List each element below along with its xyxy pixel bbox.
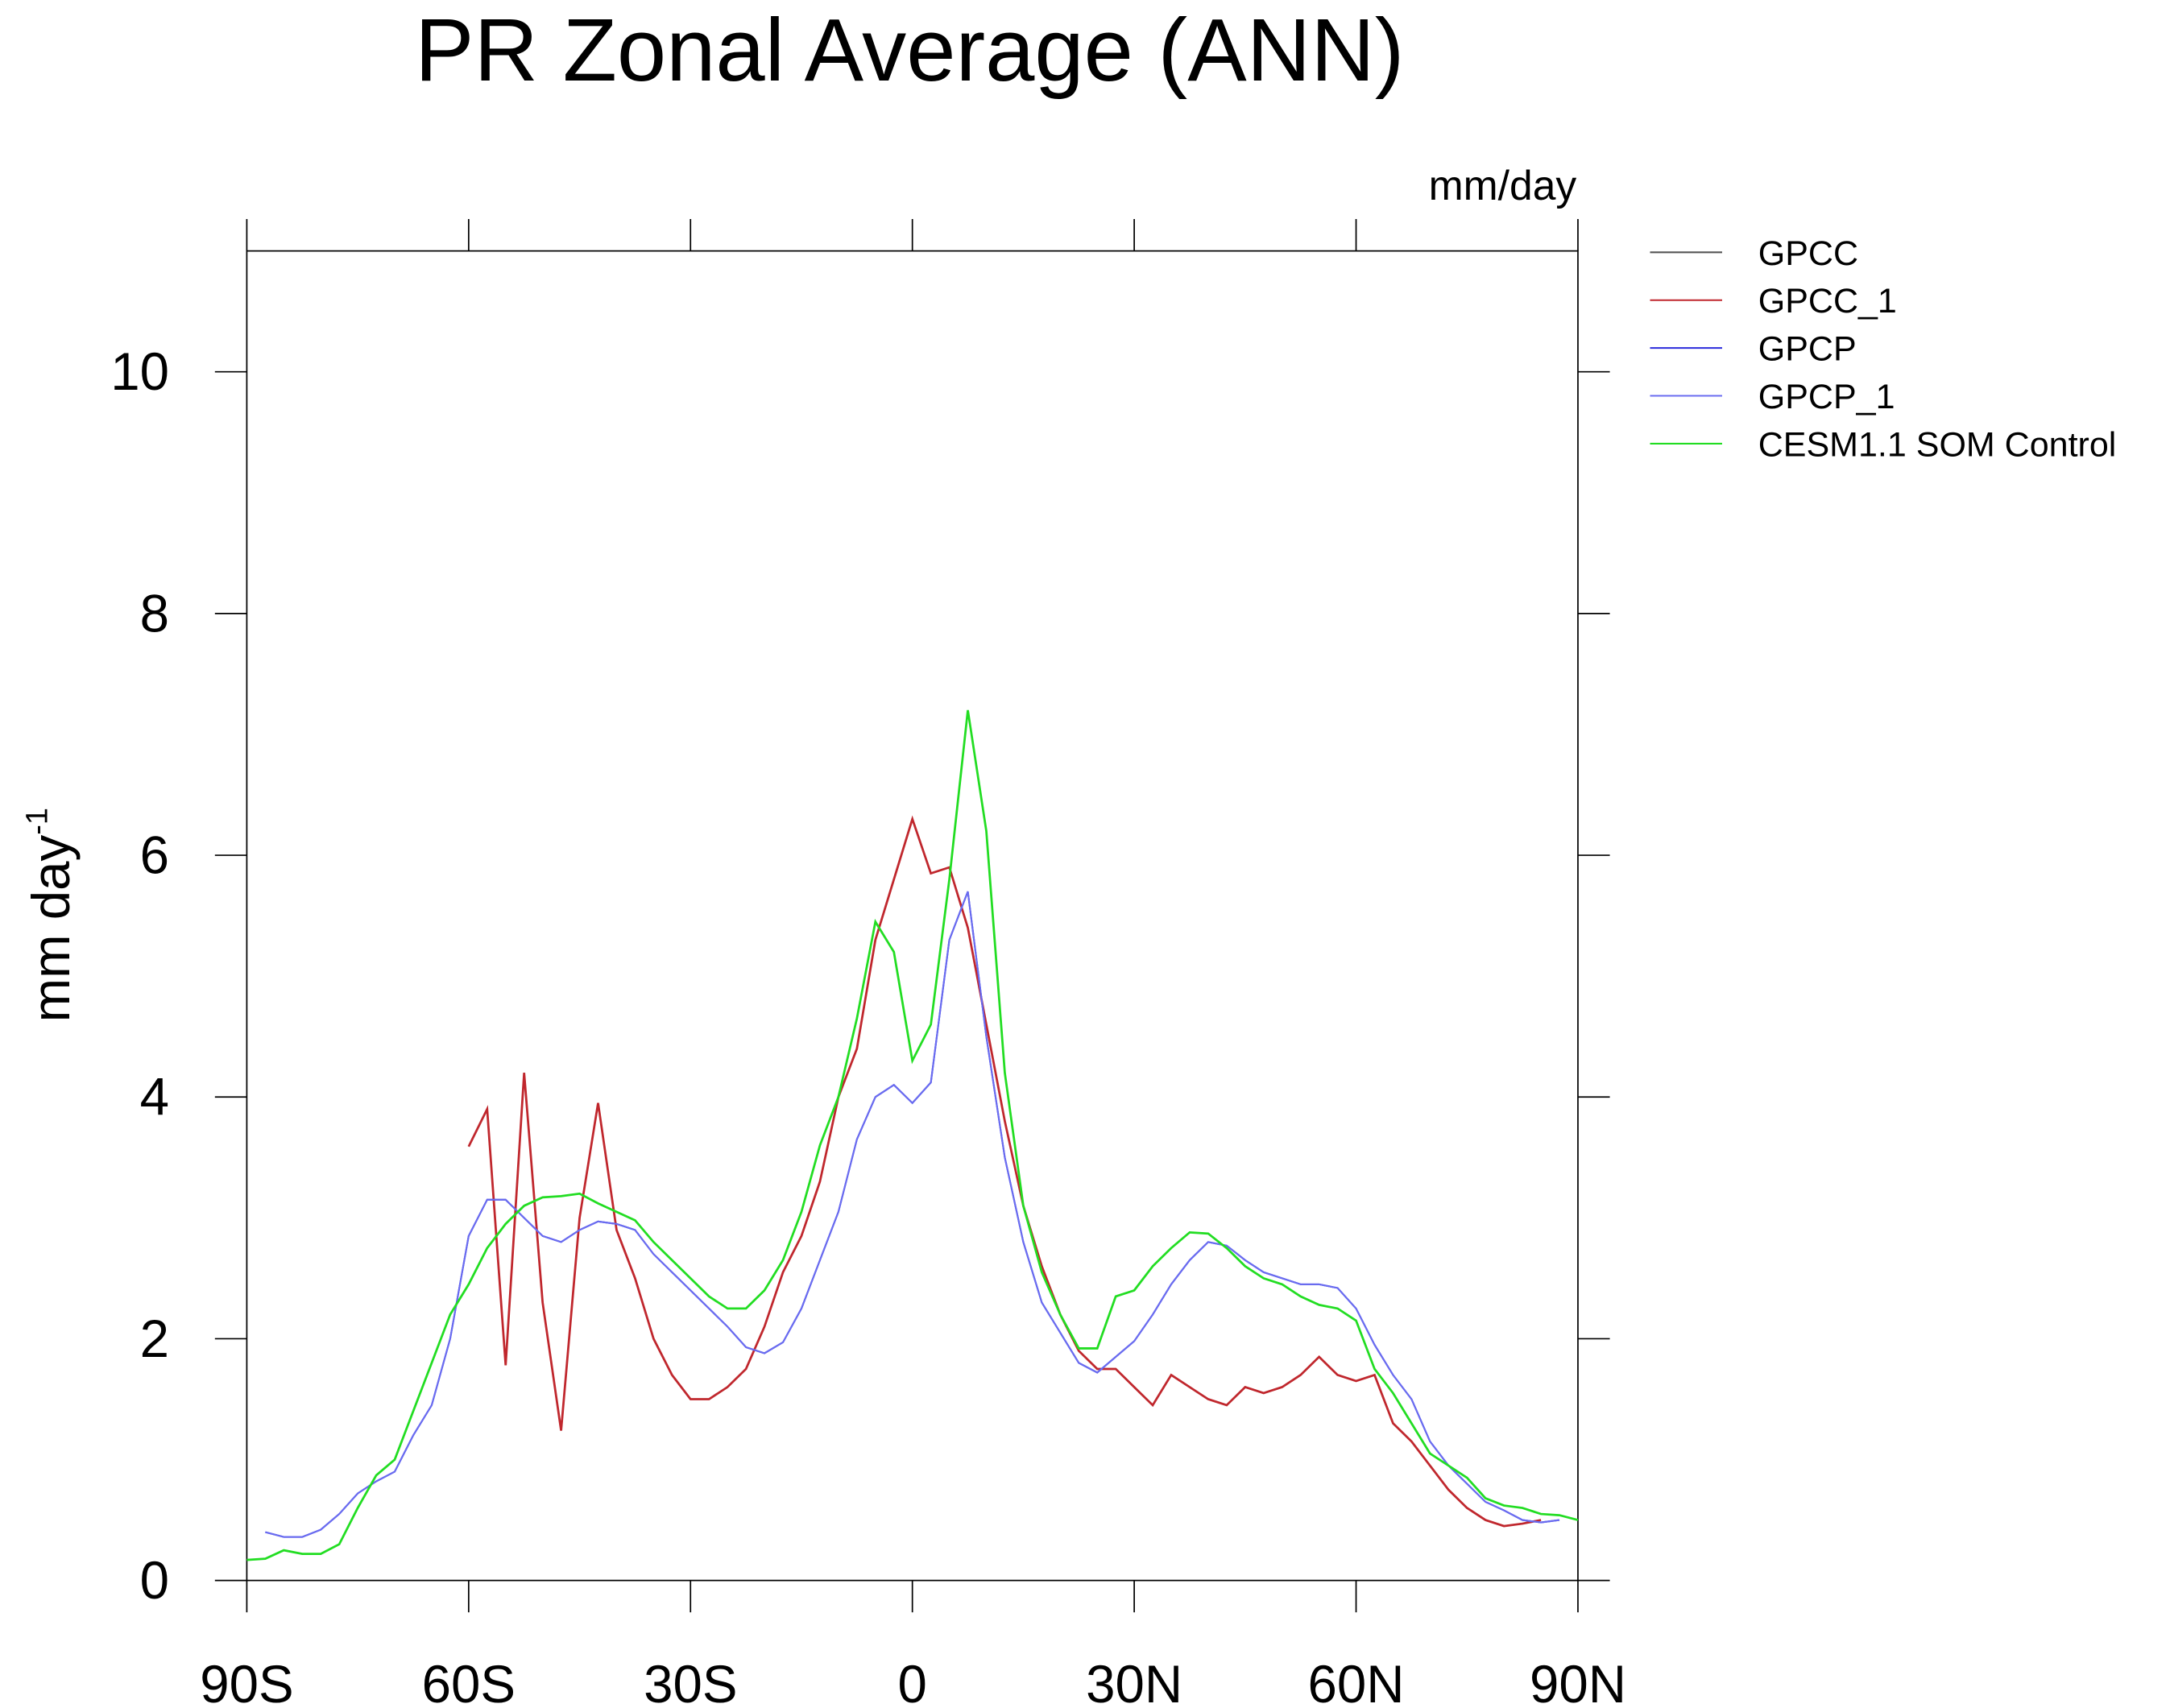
chart-title: PR Zonal Average (ANN) bbox=[415, 1, 1404, 100]
legend-label: GPCC_1 bbox=[1758, 282, 1897, 321]
y-tick-label: 6 bbox=[140, 825, 169, 884]
y-tick-label: 10 bbox=[110, 342, 169, 401]
legend-label: GPCP_1 bbox=[1758, 378, 1895, 416]
x-tick-label: 60N bbox=[1308, 1655, 1405, 1708]
x-tick-label: 90N bbox=[1530, 1655, 1626, 1708]
legend-label: GPCC bbox=[1758, 234, 1858, 273]
legend-label: CESM1.1 SOM Control bbox=[1758, 425, 2117, 464]
series-line bbox=[467, 815, 1542, 1528]
x-tick-label: 90S bbox=[200, 1655, 293, 1708]
y-tick-label: 4 bbox=[140, 1068, 169, 1127]
series-line bbox=[246, 709, 1579, 1561]
series-line bbox=[467, 816, 1542, 1528]
x-tick-label: 60S bbox=[422, 1655, 516, 1708]
y-axis-title-main: mm day bbox=[22, 834, 81, 1022]
x-tick-label: 30N bbox=[1086, 1655, 1182, 1708]
x-tick-label: 0 bbox=[897, 1655, 926, 1708]
y-tick-label: 0 bbox=[140, 1551, 169, 1610]
x-tick-label: 30S bbox=[644, 1655, 737, 1708]
y-tick-label: 2 bbox=[140, 1309, 169, 1368]
y-axis-title-superscript: -1 bbox=[21, 808, 55, 835]
y-tick-label: 8 bbox=[140, 584, 169, 643]
y-axis-title: mm day-1 bbox=[21, 808, 81, 1022]
units-label: mm/day bbox=[1429, 162, 1577, 209]
legend-label: GPCP bbox=[1758, 330, 1857, 369]
series-line bbox=[265, 891, 1560, 1538]
series-line bbox=[265, 891, 1560, 1538]
plot-frame bbox=[246, 250, 1579, 1582]
